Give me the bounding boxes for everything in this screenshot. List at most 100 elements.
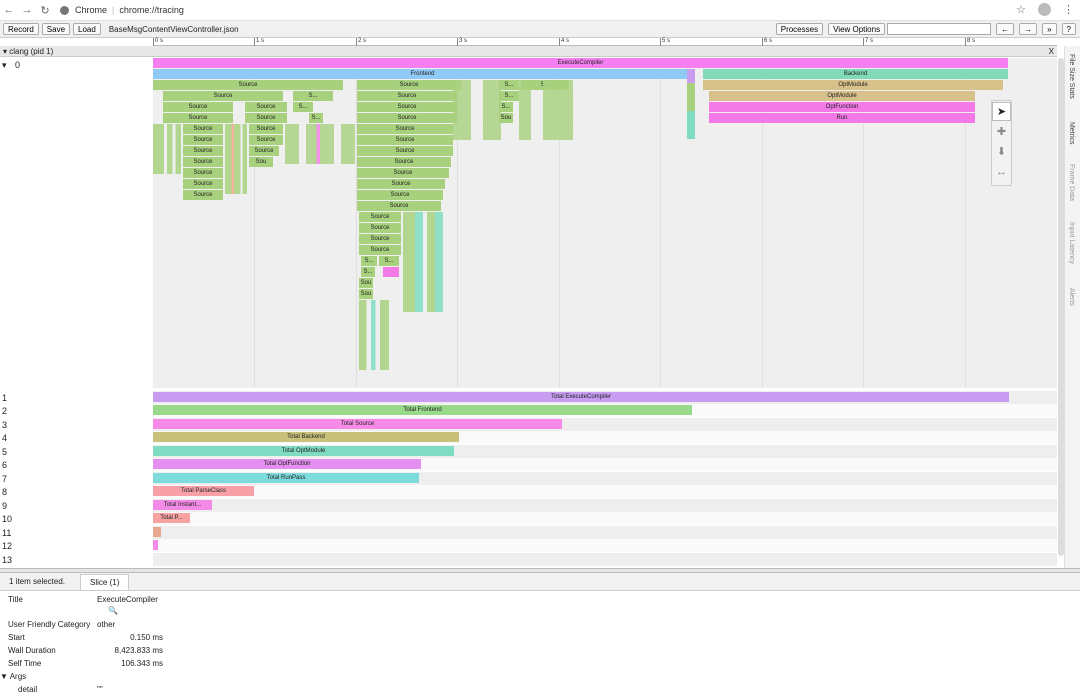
slice-source[interactable]: Source [183, 124, 223, 134]
slice-source[interactable]: Source [357, 201, 441, 211]
slice-source[interactable]: S... [293, 91, 333, 101]
selection-tool-icon[interactable]: ➤ [992, 102, 1011, 121]
total-slice[interactable]: Total Instant... [153, 500, 212, 510]
thread-0-track[interactable]: ExecuteCompiler Frontend Backend Source … [153, 58, 1057, 388]
address-bar[interactable]: Chrome | chrome://tracing [60, 5, 184, 15]
total-slice[interactable] [153, 540, 158, 550]
record-button[interactable]: Record [3, 23, 39, 35]
total-slice[interactable]: Total OptModule [153, 446, 454, 456]
slice-frontend[interactable]: Frontend [153, 69, 692, 79]
tab-alerts[interactable]: Alerts [1068, 288, 1075, 306]
slice-source[interactable]: Source [357, 168, 449, 178]
slice-source[interactable]: Source [163, 102, 233, 112]
counter-row[interactable]: Total Backend [153, 431, 1057, 444]
total-slice[interactable]: Total Source [153, 419, 562, 429]
slice-source[interactable]: Source [359, 234, 401, 244]
slice-source[interactable]: Source [357, 80, 461, 90]
slice-optmodule[interactable]: OptModule [709, 91, 975, 101]
find-input[interactable] [887, 23, 992, 35]
slice-source[interactable]: Source [359, 245, 401, 255]
counter-row[interactable]: Total RunPass [153, 472, 1057, 485]
back-icon[interactable]: ← [3, 4, 15, 16]
search-icon[interactable]: 🔍 [108, 606, 118, 615]
avatar[interactable] [1038, 3, 1051, 16]
forward-icon[interactable]: → [21, 4, 33, 16]
total-slice[interactable]: Total ExecuteCompiler [153, 392, 1009, 402]
timing-tool-icon[interactable]: ↔ [996, 165, 1007, 178]
slice-source[interactable]: Source [245, 113, 287, 123]
save-button[interactable]: Save [41, 23, 71, 35]
slice-source[interactable]: Source [357, 113, 457, 123]
tab-frame-data[interactable]: Frame Data [1068, 164, 1075, 201]
slice-source[interactable]: Source [183, 190, 223, 200]
slice-source[interactable]: Source [183, 179, 223, 189]
slice-source[interactable]: Source [359, 223, 401, 233]
slice-source[interactable]: Source [183, 146, 223, 156]
slice-optfunction[interactable]: OptFunction [709, 102, 975, 112]
counter-row[interactable] [153, 539, 1057, 552]
site-info-icon[interactable] [60, 5, 69, 15]
close-process-button[interactable]: X [1048, 47, 1054, 56]
track-area[interactable]: ▾ 0 ExecuteCompiler Frontend Backend Sou… [0, 58, 1057, 568]
slice-backend[interactable]: Backend [703, 69, 1008, 79]
slice-source[interactable]: S... [379, 256, 399, 266]
tab-slice[interactable]: Slice (1) [80, 574, 130, 590]
slice-source[interactable]: Source [357, 102, 457, 112]
slice-source[interactable]: Source [153, 80, 343, 90]
total-slice[interactable]: Total ParseClass [153, 486, 254, 496]
total-slice[interactable] [153, 527, 161, 537]
help-button[interactable]: ? [1061, 23, 1076, 35]
total-slice[interactable]: Total Backend [153, 432, 459, 442]
process-toggle-icon[interactable]: ▾ [3, 47, 8, 56]
counter-row[interactable]: Total P... [153, 512, 1057, 525]
reload-icon[interactable]: ↻ [40, 4, 50, 17]
load-button[interactable]: Load [73, 23, 101, 35]
counter-row[interactable]: Total Instant... [153, 499, 1057, 512]
slice-source[interactable]: Source [163, 113, 233, 123]
more-button[interactable]: » [1042, 23, 1057, 35]
menu-kebab-icon[interactable]: ⋮ [1063, 4, 1074, 16]
tab-input-latency[interactable]: Input Latency [1068, 222, 1075, 265]
tab-file-size-stats[interactable]: File Size Stats [1068, 54, 1075, 99]
slice-source[interactable]: Sou [359, 278, 373, 288]
slice-source[interactable]: S... [361, 256, 377, 266]
slice-source[interactable]: Source [249, 124, 283, 134]
slice-source[interactable]: Source [245, 102, 287, 112]
slice-source[interactable]: Source [357, 91, 457, 101]
slice-source[interactable]: S... [293, 102, 313, 112]
counter-row[interactable] [153, 553, 1057, 566]
slice-source[interactable]: Source [357, 124, 453, 134]
slice-run[interactable]: Run [709, 113, 975, 123]
slice-source[interactable]: Source [359, 212, 401, 222]
slice-source[interactable]: Source [183, 135, 223, 145]
total-slice[interactable]: Total P... [153, 513, 190, 523]
total-slice[interactable]: Total Frontend [153, 405, 692, 415]
zoom-tool-icon[interactable]: ⬇ [996, 146, 1007, 158]
processes-button[interactable]: Processes [775, 23, 824, 35]
counter-row[interactable]: Total Source [153, 418, 1057, 431]
panel-resize-handle[interactable] [0, 568, 1080, 573]
slice-optmodule[interactable]: OptModule [703, 80, 1003, 90]
slice-source[interactable]: Source [357, 135, 453, 145]
time-ruler[interactable]: 0 s 1 s 2 s 3 s 4 s 5 s 6 s 7 s 8 s [153, 38, 1057, 46]
slice-source[interactable]: Source [357, 157, 451, 167]
slice-instantiate[interactable] [383, 267, 399, 277]
slice-source[interactable]: Source [249, 135, 283, 145]
slice-source[interactable]: Source [357, 190, 443, 200]
find-next-button[interactable]: → [1019, 23, 1038, 35]
slice-source[interactable]: S... [309, 113, 323, 123]
counter-row[interactable]: Total OptFunction [153, 458, 1057, 471]
slice-source[interactable]: Sou [359, 289, 373, 299]
view-options-button[interactable]: View Options [828, 23, 886, 35]
counter-row[interactable]: Total Frontend [153, 404, 1057, 417]
slice-source[interactable]: Source [183, 157, 223, 167]
slice-source[interactable]: Source [357, 146, 453, 156]
pan-tool-icon[interactable]: ✚ [996, 126, 1007, 138]
counter-row[interactable]: Total OptModule [153, 445, 1057, 458]
slice-source[interactable]: Source [183, 168, 223, 178]
total-slice[interactable]: Total OptFunction [153, 459, 421, 469]
slice-source[interactable]: Sou [249, 157, 273, 167]
slice-source[interactable]: Source [163, 91, 283, 101]
vertical-scrollbar[interactable] [1058, 58, 1064, 556]
total-slice[interactable]: Total RunPass [153, 473, 419, 483]
